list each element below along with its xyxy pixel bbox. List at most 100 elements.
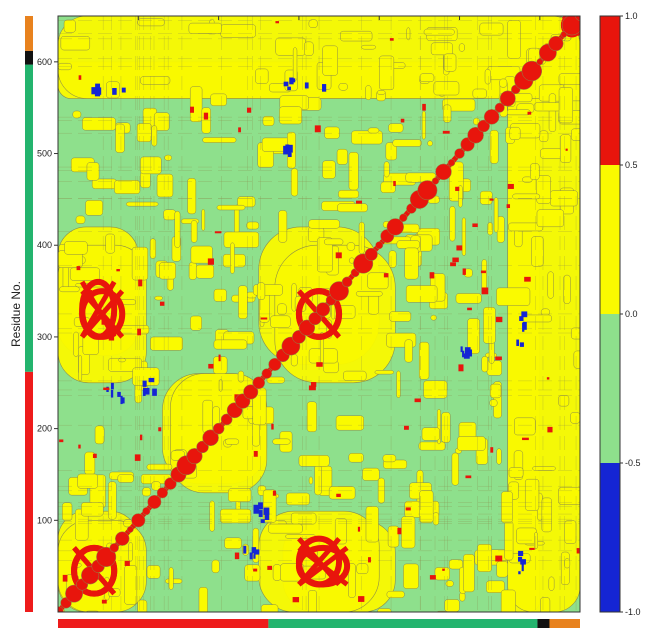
yellow-blob bbox=[507, 20, 521, 59]
red-spot bbox=[368, 557, 371, 563]
yellow-blob bbox=[434, 567, 450, 581]
yellow-blob bbox=[73, 331, 79, 357]
blue-spot bbox=[110, 382, 114, 390]
yellow-blob bbox=[451, 452, 459, 486]
blue-spot bbox=[243, 545, 247, 554]
heatmap-plot bbox=[58, 16, 580, 612]
yellow-blob bbox=[190, 245, 213, 264]
bottom-domain-segment bbox=[537, 619, 550, 628]
yellow-blob bbox=[536, 175, 551, 204]
blue-spot bbox=[253, 504, 260, 514]
red-spot bbox=[429, 575, 436, 580]
red-spot bbox=[158, 427, 162, 432]
yellow-blob bbox=[262, 115, 275, 126]
yellow-blob bbox=[387, 525, 400, 548]
red-spot bbox=[137, 328, 141, 336]
diagonal-blob bbox=[521, 60, 543, 82]
yellow-blob bbox=[146, 463, 173, 471]
yellow-blob bbox=[449, 206, 456, 242]
yellow-blob bbox=[506, 109, 531, 116]
diagonal-blob bbox=[483, 109, 500, 125]
blue-spot bbox=[522, 321, 527, 330]
yellow-blob bbox=[500, 589, 516, 612]
red-ring bbox=[295, 288, 343, 340]
diagonal-blob bbox=[126, 526, 134, 533]
yellow-blob bbox=[255, 68, 269, 84]
yellow-blob bbox=[168, 567, 174, 590]
diagonal-blob bbox=[156, 487, 168, 499]
yellow-blob bbox=[558, 486, 580, 505]
yellow-blob bbox=[570, 412, 580, 424]
yellow-blob bbox=[108, 481, 117, 520]
yellow-blob bbox=[348, 453, 364, 463]
yellow-blob bbox=[458, 185, 463, 208]
yellow-blob bbox=[63, 19, 76, 33]
blue-spot bbox=[260, 519, 265, 523]
red-spot bbox=[495, 356, 502, 361]
yellow-blob bbox=[237, 196, 256, 208]
yellow-blob bbox=[238, 285, 248, 319]
diagonal-blob bbox=[308, 312, 322, 326]
yellow-blob bbox=[351, 130, 383, 145]
yellow-blob bbox=[558, 395, 570, 407]
yellow-blob bbox=[120, 325, 150, 335]
colorbar-tick-labels: 1.0 0.5 0.0 -0.5 -1.0 bbox=[620, 11, 641, 617]
yellow-blob bbox=[423, 380, 448, 399]
yellow-blob bbox=[376, 90, 386, 95]
yellow-blob bbox=[356, 563, 369, 575]
yellow-blob bbox=[445, 580, 454, 587]
yellow-blob bbox=[278, 210, 288, 243]
red-spot bbox=[404, 425, 409, 430]
yellow-blob bbox=[530, 163, 540, 180]
red-spot bbox=[442, 568, 445, 571]
red-spot bbox=[138, 279, 143, 287]
yellow-blob bbox=[423, 28, 455, 36]
red-spot bbox=[253, 450, 258, 457]
yellow-blob bbox=[570, 327, 580, 340]
blue-spot bbox=[120, 395, 123, 405]
yellow-blob bbox=[279, 106, 302, 125]
yellow-blob bbox=[486, 360, 502, 376]
yellow-blob bbox=[457, 436, 486, 451]
yellow-blob bbox=[257, 282, 266, 300]
yellow-blob bbox=[246, 221, 260, 230]
yellow-blob bbox=[324, 126, 340, 139]
blue-spot bbox=[95, 83, 101, 90]
diagonal-blob bbox=[65, 584, 83, 603]
diagonal-blob bbox=[417, 180, 438, 201]
yellow-blob bbox=[487, 222, 493, 236]
yellow-blob bbox=[335, 415, 364, 431]
yellow-blob bbox=[322, 160, 336, 179]
yellow-blob bbox=[164, 154, 172, 161]
red-spot bbox=[234, 552, 240, 560]
yellow-blob bbox=[479, 190, 493, 205]
blue-spot bbox=[519, 316, 524, 321]
red-spot bbox=[467, 307, 472, 311]
blue-spot bbox=[258, 502, 263, 510]
blue-spot bbox=[518, 571, 521, 575]
yellow-blob bbox=[198, 587, 208, 612]
red-spot bbox=[208, 363, 214, 369]
yellow-blob bbox=[224, 438, 240, 445]
yellow-blob bbox=[367, 272, 389, 290]
red-spot bbox=[314, 125, 321, 133]
yellow-blob bbox=[228, 488, 252, 502]
yellow-blob bbox=[290, 512, 317, 525]
red-spot bbox=[495, 316, 503, 323]
yellow-blob bbox=[579, 21, 580, 29]
diagonal-blob bbox=[96, 547, 117, 567]
red-spot bbox=[78, 75, 82, 80]
yellow-blob bbox=[441, 412, 451, 443]
blue-contour-layer bbox=[91, 77, 528, 575]
yellow-blob bbox=[367, 127, 380, 134]
yellow-blob bbox=[461, 217, 467, 256]
yellow-blob bbox=[448, 559, 463, 570]
diagonal-blob bbox=[298, 319, 316, 336]
left-domain-segment bbox=[25, 371, 33, 612]
yellow-blob bbox=[85, 200, 103, 216]
blue-spot bbox=[263, 507, 270, 515]
left-domain-segment bbox=[25, 50, 33, 65]
colorbar-bin bbox=[600, 16, 620, 165]
red-spot bbox=[455, 186, 460, 191]
blue-spot bbox=[264, 512, 270, 521]
